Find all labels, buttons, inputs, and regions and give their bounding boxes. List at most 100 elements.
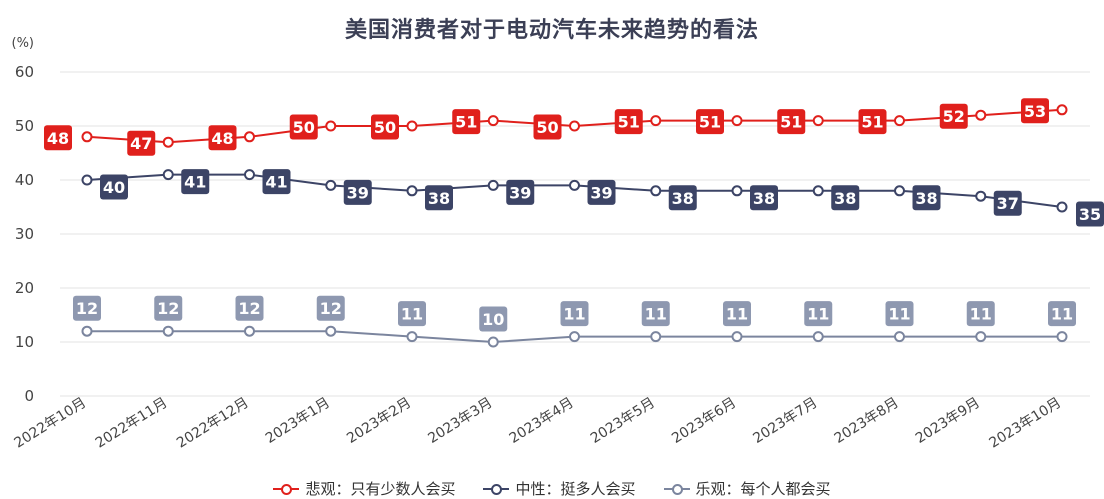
data-point bbox=[81, 325, 93, 337]
data-point bbox=[812, 185, 824, 197]
data-label: 12 bbox=[235, 295, 264, 321]
legend-marker-icon bbox=[273, 483, 300, 495]
data-point bbox=[487, 179, 499, 191]
data-label: 38 bbox=[425, 185, 453, 211]
data-label: 11 bbox=[641, 301, 670, 327]
chart-title: 美国消费者对于电动汽车未来趋势的看法 bbox=[344, 18, 759, 43]
data-label-text: 47 bbox=[130, 134, 152, 153]
data-label-text: 51 bbox=[780, 113, 802, 132]
y-tick-label: 30 bbox=[15, 225, 34, 243]
data-label-text: 11 bbox=[401, 305, 423, 324]
data-label-text: 38 bbox=[915, 189, 937, 208]
legend-item: 中性：挺多人会买 bbox=[483, 478, 636, 499]
legend-label: 中性：挺多人会买 bbox=[515, 480, 636, 498]
data-label: 11 bbox=[1048, 301, 1076, 327]
data-label-text: 50 bbox=[293, 118, 315, 137]
data-label-text: 37 bbox=[997, 194, 1019, 213]
data-point bbox=[569, 331, 580, 343]
y-tick-label: 40 bbox=[15, 171, 34, 189]
data-point bbox=[325, 120, 337, 132]
data-label: 51 bbox=[452, 109, 481, 135]
axes: 0 10 20 30 40 50 60 (%) 2022年10月 2022年11月 2022年12月… bbox=[12, 36, 1065, 452]
data-point bbox=[1056, 331, 1068, 343]
data-point bbox=[650, 331, 662, 343]
data-label-text: 48 bbox=[211, 129, 233, 148]
data-label: 39 bbox=[587, 179, 616, 205]
y-tick-label: 50 bbox=[15, 117, 34, 135]
x-tick-label: 2023年9月 bbox=[913, 395, 983, 447]
data-point bbox=[325, 325, 337, 337]
data-label: 12 bbox=[154, 295, 183, 321]
data-point bbox=[975, 109, 987, 121]
data-point bbox=[244, 131, 255, 143]
data-label-text: 51 bbox=[861, 113, 883, 132]
data-label: 11 bbox=[966, 301, 995, 327]
data-label: 40 bbox=[100, 174, 128, 200]
data-label: 38 bbox=[831, 185, 860, 211]
data-label-text: 53 bbox=[1024, 102, 1046, 121]
data-label-text: 38 bbox=[672, 189, 694, 208]
data-label: 12 bbox=[316, 295, 345, 321]
data-point bbox=[487, 115, 499, 127]
x-tick-label: 2023年1月 bbox=[263, 395, 333, 447]
data-point bbox=[975, 190, 987, 202]
data-label: 50 bbox=[533, 114, 562, 140]
legend-label: 悲观：只有少数人会买 bbox=[305, 480, 456, 498]
data-label: 47 bbox=[127, 130, 156, 156]
data-label: 38 bbox=[912, 185, 941, 211]
x-tick-label: 2022年10月 bbox=[12, 395, 90, 452]
data-point bbox=[731, 185, 743, 197]
data-label-text: 35 bbox=[1079, 205, 1101, 224]
series-lines bbox=[81, 104, 1068, 348]
x-tick-label: 2023年3月 bbox=[425, 395, 495, 447]
data-label: 51 bbox=[614, 109, 643, 135]
data-label: 12 bbox=[73, 295, 101, 321]
data-point bbox=[812, 115, 824, 127]
data-label-text: 12 bbox=[76, 299, 98, 318]
data-label: 39 bbox=[506, 179, 535, 205]
legend-marker-icon bbox=[663, 483, 690, 495]
data-label: 11 bbox=[723, 301, 751, 327]
data-label: 11 bbox=[804, 301, 833, 327]
data-point bbox=[244, 169, 255, 181]
data-label: 50 bbox=[289, 114, 318, 140]
data-label-text: 50 bbox=[536, 118, 558, 137]
data-label-text: 41 bbox=[265, 173, 287, 192]
data-label: 52 bbox=[939, 103, 968, 129]
data-point bbox=[487, 336, 499, 348]
data-label-text: 51 bbox=[699, 113, 721, 132]
data-label: 35 bbox=[1076, 201, 1104, 227]
data-label: 10 bbox=[479, 306, 508, 332]
data-point bbox=[731, 331, 743, 343]
data-point bbox=[569, 120, 580, 132]
data-point bbox=[406, 120, 418, 132]
data-label-text: 11 bbox=[563, 305, 585, 324]
x-tick-label: 2023年2月 bbox=[344, 395, 414, 447]
data-point bbox=[650, 185, 662, 197]
data-label-text: 41 bbox=[184, 173, 206, 192]
series-3 bbox=[81, 325, 1068, 348]
x-tick-label: 2023年4月 bbox=[507, 395, 577, 447]
y-tick-label: 0 bbox=[24, 387, 34, 405]
data-point bbox=[975, 331, 987, 343]
data-point bbox=[325, 179, 337, 191]
chart-legend: 悲观：只有少数人会买 中性：挺多人会买 乐观：每个人都会买 bbox=[0, 478, 1104, 499]
data-label-text: 11 bbox=[970, 305, 992, 324]
data-label: 38 bbox=[750, 185, 778, 211]
data-label-text: 11 bbox=[645, 305, 667, 324]
data-labels: 48 47 48 50 50 51 50 51 51 51 51 52 53 40 41 41 39 38 39 39… bbox=[44, 98, 1104, 332]
x-tick-label: 2023年10月 bbox=[987, 395, 1065, 452]
data-point bbox=[894, 185, 905, 197]
data-point bbox=[894, 115, 905, 127]
data-label: 11 bbox=[560, 301, 589, 327]
data-label: 48 bbox=[208, 125, 237, 151]
x-tick-label: 2023年7月 bbox=[750, 395, 820, 447]
data-point bbox=[894, 331, 905, 343]
data-label-text: 11 bbox=[888, 305, 910, 324]
y-tick-label: 60 bbox=[15, 63, 34, 81]
x-tick-label: 2023年6月 bbox=[669, 395, 739, 447]
legend-item: 悲观：只有少数人会买 bbox=[273, 478, 455, 499]
data-label: 38 bbox=[668, 185, 697, 211]
data-label: 39 bbox=[343, 179, 372, 205]
x-tick-label: 2023年8月 bbox=[832, 395, 902, 447]
